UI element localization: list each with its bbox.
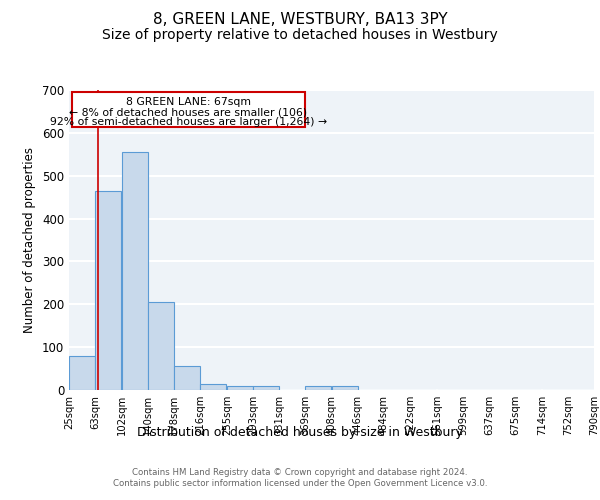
- Bar: [200, 384, 226, 390]
- Text: 8 GREEN LANE: 67sqm: 8 GREEN LANE: 67sqm: [126, 96, 251, 106]
- Bar: [148, 302, 174, 390]
- Y-axis label: Number of detached properties: Number of detached properties: [23, 147, 37, 333]
- Bar: [253, 386, 279, 390]
- Bar: [69, 356, 95, 390]
- Bar: [305, 386, 331, 390]
- Bar: [174, 366, 200, 390]
- Bar: [332, 386, 358, 390]
- Text: Contains HM Land Registry data © Crown copyright and database right 2024.
Contai: Contains HM Land Registry data © Crown c…: [113, 468, 487, 487]
- Bar: [95, 190, 121, 390]
- Text: Distribution of detached houses by size in Westbury: Distribution of detached houses by size …: [137, 426, 463, 439]
- Text: 92% of semi-detached houses are larger (1,264) →: 92% of semi-detached houses are larger (…: [50, 118, 327, 128]
- Text: ← 8% of detached houses are smaller (106): ← 8% of detached houses are smaller (106…: [70, 107, 307, 117]
- Text: 8, GREEN LANE, WESTBURY, BA13 3PY: 8, GREEN LANE, WESTBURY, BA13 3PY: [152, 12, 448, 28]
- FancyBboxPatch shape: [72, 92, 305, 127]
- Bar: [227, 386, 253, 390]
- Text: Size of property relative to detached houses in Westbury: Size of property relative to detached ho…: [102, 28, 498, 42]
- Bar: [122, 152, 148, 390]
